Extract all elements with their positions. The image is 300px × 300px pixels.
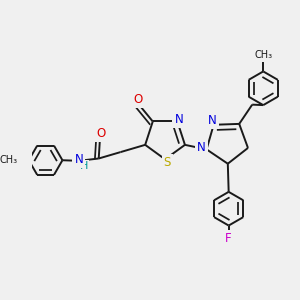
Text: N: N [197,141,206,154]
Text: N: N [174,113,183,126]
Text: N: N [208,114,217,127]
Text: CH₃: CH₃ [0,155,18,165]
Text: O: O [134,93,143,106]
Text: O: O [96,127,105,140]
Text: F: F [225,232,232,245]
Text: H: H [80,161,88,171]
Text: S: S [164,156,171,169]
Text: N: N [75,153,83,166]
Text: CH₃: CH₃ [254,50,272,60]
